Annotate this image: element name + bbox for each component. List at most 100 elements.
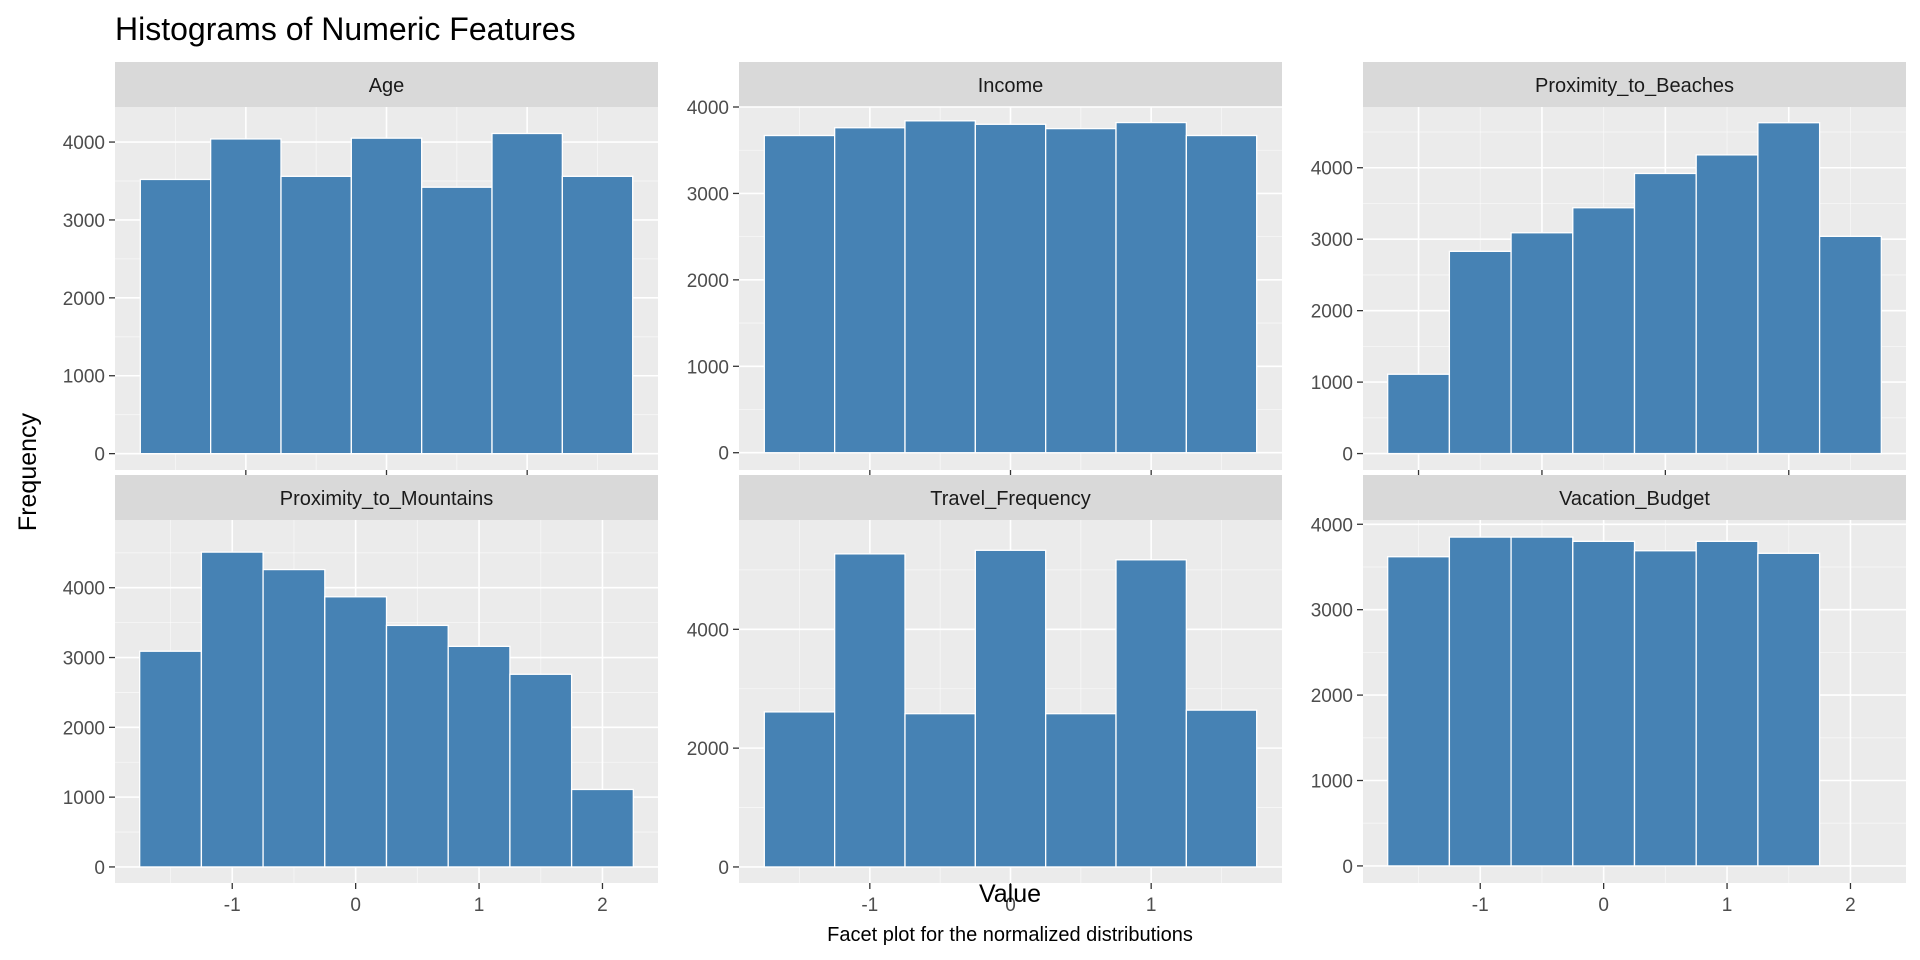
histogram-bar	[509, 673, 573, 868]
y-tick-label: 0	[94, 858, 105, 879]
histogram-bar	[834, 553, 906, 868]
histogram-bar	[210, 138, 282, 455]
histogram-bar	[1695, 154, 1759, 455]
y-tick-label: 0	[718, 444, 729, 465]
histogram-bar	[1045, 127, 1117, 454]
histogram-bar	[1510, 536, 1574, 867]
y-tick-label: 2000	[63, 718, 105, 739]
histogram-bar	[491, 132, 563, 455]
y-tick-label: 2000	[687, 739, 729, 760]
histogram-bar	[834, 127, 906, 454]
y-tick-label: 1000	[1311, 373, 1353, 394]
histogram-bar	[1695, 540, 1759, 867]
y-tick-label: 4000	[1311, 515, 1353, 536]
x-tick-label: 1	[1722, 895, 1733, 916]
histogram-bar	[447, 645, 511, 868]
x-tick-label: -1	[861, 895, 878, 916]
histogram-bar	[974, 549, 1047, 868]
facet-strip	[115, 62, 658, 107]
facet-travel-frequency: Travel_Frequency 0 2000 4000 -1 0 1	[687, 475, 1282, 916]
y-tick-label: 3000	[1311, 230, 1353, 251]
histogram-bar	[1572, 207, 1636, 455]
histogram-bar	[763, 711, 836, 868]
y-tick-label: 1000	[63, 367, 105, 388]
histogram-bar	[561, 175, 634, 455]
facet-proximity-to-mountains: Proximity_to_Mountains 0 1000 2000 3000 4000 -…	[63, 475, 658, 916]
y-tick-label: 1000	[1311, 772, 1353, 793]
histogram-bar	[1387, 373, 1451, 455]
histogram-bar	[1633, 550, 1697, 867]
y-tick-label: 1000	[63, 788, 105, 809]
x-tick-label: -1	[1472, 895, 1489, 916]
histogram-bar	[350, 137, 423, 455]
y-tick-label: 3000	[63, 211, 105, 232]
histogram-bar	[1115, 559, 1187, 868]
facet-vacation-budget: Vacation_Budget 0 1000 2000 3000 4000 -1 0 1 2	[1311, 475, 1906, 916]
y-tick-label: 4000	[687, 98, 729, 119]
facet-strip	[739, 475, 1282, 520]
facet-strip-label: Proximity_to_Beaches	[1535, 75, 1734, 97]
histogram-bar	[1045, 713, 1117, 868]
histogram-bar	[1757, 122, 1821, 455]
histogram-bar	[200, 551, 264, 868]
histogram-bar	[1448, 536, 1512, 867]
histogram-bar	[1510, 232, 1574, 455]
x-tick-label: 0	[1598, 895, 1609, 916]
x-tick-label: 2	[597, 895, 608, 916]
facet-strip	[1363, 475, 1906, 520]
facet-strip-label: Income	[978, 75, 1044, 97]
facet-strip-label: Age	[369, 75, 405, 97]
y-tick-label: 2000	[63, 289, 105, 310]
y-tick-label: 2000	[687, 271, 729, 292]
y-tick-label: 0	[718, 858, 729, 879]
histogram-bar	[1818, 235, 1882, 455]
histogram-bar	[1572, 540, 1636, 867]
facet-strip-label: Proximity_to_Mountains	[280, 488, 493, 510]
histogram-bar	[262, 568, 326, 868]
y-tick-label: 3000	[1311, 601, 1353, 622]
chart-title: Histograms of Numeric Features	[115, 11, 576, 47]
facet-strip-label: Vacation_Budget	[1559, 488, 1710, 510]
y-tick-label: 1000	[687, 357, 729, 378]
histogram-bar	[570, 788, 634, 868]
x-tick-label: 0	[1005, 895, 1016, 916]
histogram-bar	[385, 624, 449, 868]
y-tick-label: 4000	[1311, 159, 1353, 180]
histogram-bar	[904, 120, 976, 454]
x-axis-title: Value	[979, 880, 1041, 908]
y-tick-label: 0	[94, 445, 105, 466]
facet-proximity-to-beaches: Proximity_to_Beaches01000200030004000-2-…	[1311, 62, 1906, 503]
histogram-bar	[1115, 121, 1187, 454]
histogram-bar	[1633, 172, 1697, 455]
y-axis-title: Frequency	[14, 412, 42, 531]
y-tick-label: 4000	[687, 620, 729, 641]
histogram-bar	[974, 123, 1047, 454]
histogram-bar	[1185, 134, 1258, 454]
facet-panels: Age01000200030004000-101Income0100020003…	[63, 62, 1906, 916]
facet-strip	[739, 62, 1282, 107]
y-tick-label: 3000	[63, 649, 105, 670]
x-tick-label: 1	[474, 895, 485, 916]
histogram-bar	[324, 596, 388, 868]
y-tick-label: 0	[1342, 445, 1353, 466]
facet-strip	[115, 475, 658, 520]
histogram-bar	[280, 175, 352, 455]
x-tick-label: 0	[350, 895, 361, 916]
y-tick-label: 4000	[63, 579, 105, 600]
histogram-bar	[1185, 709, 1258, 868]
histogram-bar	[139, 178, 212, 455]
x-tick-label: 2	[1845, 895, 1856, 916]
histogram-bar	[1387, 556, 1451, 867]
y-tick-label: 2000	[1311, 686, 1353, 707]
x-tick-label: 1	[1146, 895, 1157, 916]
y-tick-label: 3000	[687, 184, 729, 205]
histogram-bar	[421, 186, 493, 455]
x-tick-label: -1	[224, 895, 241, 916]
facet-strip	[1363, 62, 1906, 107]
y-tick-label: 4000	[63, 133, 105, 154]
chart-caption: Facet plot for the normalized distributi…	[827, 924, 1193, 946]
histogram-bar	[1757, 552, 1821, 867]
